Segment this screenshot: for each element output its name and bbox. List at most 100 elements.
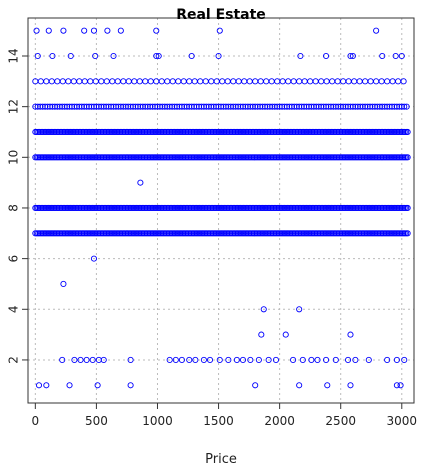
data-point bbox=[290, 356, 297, 363]
data-point bbox=[285, 78, 292, 85]
data-point bbox=[378, 78, 385, 85]
data-point bbox=[312, 78, 319, 85]
data-point bbox=[404, 230, 411, 237]
data-point bbox=[117, 27, 124, 34]
data-point bbox=[379, 52, 386, 60]
data-point bbox=[125, 78, 132, 85]
data-point bbox=[308, 356, 315, 363]
y-tick-label: 2 bbox=[7, 356, 21, 364]
data-point bbox=[334, 78, 341, 85]
data-point bbox=[301, 78, 308, 85]
y-tick-label: 10 bbox=[7, 150, 21, 165]
axes: 0 500 1000 1500 2000 2500 3000 2 4 6 8 10 12 14 bbox=[7, 48, 418, 428]
data-point bbox=[345, 78, 352, 85]
data-point bbox=[37, 78, 44, 85]
data-point bbox=[202, 78, 209, 85]
data-point bbox=[94, 382, 101, 389]
data-point bbox=[60, 27, 67, 34]
data-point bbox=[200, 356, 207, 363]
x-tick-label: 3000 bbox=[387, 414, 418, 428]
data-point bbox=[235, 78, 242, 85]
data-point bbox=[225, 356, 232, 363]
data-point bbox=[384, 356, 391, 363]
data-point bbox=[89, 356, 96, 363]
data-point bbox=[347, 382, 354, 389]
data-point bbox=[404, 128, 411, 136]
data-point bbox=[246, 78, 253, 85]
x-axis-label: Price bbox=[205, 452, 237, 467]
data-point bbox=[268, 78, 275, 85]
data-point bbox=[260, 306, 267, 313]
data-point bbox=[297, 52, 304, 60]
data-point bbox=[263, 78, 270, 85]
data-point bbox=[389, 78, 396, 85]
data-point bbox=[296, 382, 303, 389]
data-point bbox=[257, 78, 264, 85]
data-point bbox=[349, 52, 356, 60]
data-point bbox=[398, 52, 405, 60]
data-point bbox=[347, 331, 354, 338]
x-tick-label: 500 bbox=[85, 414, 108, 428]
data-point bbox=[197, 78, 204, 85]
data-point bbox=[131, 78, 138, 85]
data-point bbox=[352, 356, 359, 363]
data-point bbox=[66, 382, 73, 389]
data-point bbox=[356, 78, 363, 85]
data-point bbox=[213, 78, 220, 85]
data-point bbox=[59, 356, 66, 363]
data-point bbox=[188, 52, 195, 60]
x-tick-label: 1000 bbox=[142, 414, 173, 428]
data-point bbox=[215, 52, 222, 60]
y-tick-label: 14 bbox=[7, 48, 21, 63]
data-point bbox=[208, 78, 215, 85]
data-point bbox=[230, 78, 237, 85]
data-point bbox=[100, 356, 107, 363]
data-point bbox=[307, 78, 314, 85]
data-point bbox=[191, 78, 198, 85]
chart-title: Real Estate bbox=[176, 7, 266, 23]
data-point bbox=[351, 78, 358, 85]
data-point bbox=[401, 103, 408, 110]
data-point bbox=[90, 27, 98, 34]
data-point bbox=[54, 78, 61, 85]
plot-frame bbox=[27, 17, 415, 404]
data-point bbox=[299, 356, 306, 363]
data-point bbox=[71, 356, 78, 363]
data-point bbox=[393, 356, 400, 363]
data-point bbox=[92, 78, 99, 85]
data-point bbox=[347, 52, 354, 60]
data-point bbox=[109, 78, 116, 85]
data-point bbox=[103, 78, 110, 85]
data-point bbox=[274, 78, 281, 85]
data-point bbox=[241, 78, 248, 85]
data-point bbox=[216, 356, 223, 363]
data-point bbox=[155, 52, 162, 60]
data-point bbox=[166, 356, 173, 363]
data-point bbox=[127, 356, 134, 363]
data-point bbox=[120, 78, 127, 85]
data-point bbox=[258, 331, 265, 338]
data-point bbox=[367, 78, 374, 85]
data-point bbox=[153, 78, 160, 85]
data-point bbox=[81, 27, 88, 34]
data-point bbox=[81, 78, 88, 85]
data-point bbox=[239, 356, 247, 363]
data-point bbox=[180, 78, 187, 85]
data-point bbox=[43, 382, 50, 389]
data-point bbox=[67, 52, 74, 60]
data-point bbox=[76, 78, 83, 85]
data-point bbox=[90, 255, 98, 262]
data-point bbox=[206, 356, 214, 363]
data-point bbox=[104, 27, 111, 34]
data-point bbox=[110, 52, 117, 60]
data-point bbox=[70, 78, 77, 85]
y-tick-label: 4 bbox=[7, 305, 21, 313]
data-point bbox=[255, 356, 262, 363]
data-point bbox=[114, 78, 121, 85]
data-point bbox=[142, 78, 149, 85]
x-tick-label: 0 bbox=[32, 414, 40, 428]
data-point bbox=[329, 78, 336, 85]
data-point bbox=[324, 382, 331, 389]
data-point bbox=[186, 78, 193, 85]
data-point bbox=[296, 306, 303, 313]
